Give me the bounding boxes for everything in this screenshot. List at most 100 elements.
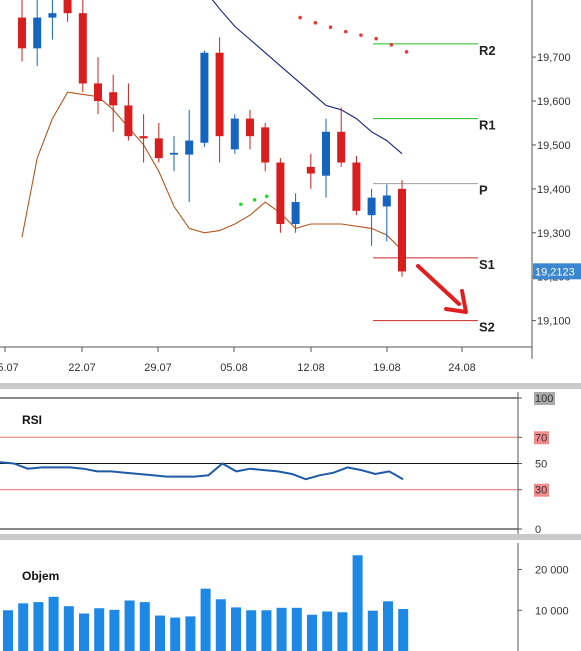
volume-bar [155, 615, 165, 651]
date-tick-label: 24.08 [448, 362, 476, 374]
volume-tick-label: 20 000 [535, 565, 569, 577]
candle [261, 122, 270, 172]
price-tick-label: 19,500 [537, 140, 571, 152]
volume-tick-label: 10 000 [535, 605, 569, 617]
candle [337, 107, 346, 167]
forecast-arrow-shaft [416, 264, 461, 306]
volume-bar [109, 609, 120, 651]
candle-body [154, 138, 163, 159]
candle [306, 153, 315, 189]
price-tick-label: 19,100 [537, 316, 571, 328]
forecast-arrow-head [444, 289, 468, 314]
rsi-title: RSI [22, 413, 42, 427]
candle-body [246, 118, 254, 137]
current-price-box [533, 263, 581, 280]
candle-body [367, 197, 376, 216]
panel-separator-1 [0, 383, 581, 389]
candle [276, 158, 285, 233]
candle-body [276, 162, 285, 225]
candle [200, 50, 209, 148]
sar-dot-red [328, 25, 333, 30]
candle-body [185, 140, 194, 155]
volume-bar [18, 603, 29, 651]
sar-dot-red [343, 29, 348, 34]
pivot-label-r2: R2 [479, 43, 496, 58]
candle [185, 109, 194, 203]
pivot-label-p: P [479, 183, 488, 198]
rsi-tick-label: 50 [535, 459, 547, 471]
candle-body [78, 13, 87, 84]
candle [215, 37, 224, 163]
volume-bar [94, 608, 105, 651]
candle-body [109, 92, 118, 106]
volume-bar [352, 555, 363, 651]
rsi-tick-label: 70 [535, 432, 547, 444]
rsi-tick-background [534, 483, 549, 497]
rsi-tick-label: 100 [535, 393, 553, 405]
sar-dot-red [389, 43, 394, 47]
volume-bar [367, 610, 378, 651]
current-price-label: 19,2123 [535, 266, 575, 278]
candle [154, 122, 163, 163]
rsi-tick-label: 30 [535, 485, 547, 497]
volume-bar [246, 610, 257, 651]
candle [291, 193, 300, 233]
candle [352, 155, 361, 216]
candle-body [398, 188, 406, 272]
rsi-tick-background [534, 431, 549, 445]
volume-bar [322, 611, 333, 651]
price-tick-label: 19,600 [537, 96, 571, 108]
candle-body [306, 166, 315, 174]
date-tick-label: 05.08 [220, 362, 248, 374]
volume-bar [200, 588, 211, 651]
date-tick-label: 15.07 [0, 362, 19, 374]
candle-body [63, 0, 72, 14]
date-tick-label: 22.07 [68, 362, 96, 374]
volume-bar [79, 613, 89, 651]
price-tick-label: 19,300 [537, 228, 571, 240]
sar-dot-green [264, 194, 269, 199]
candle [398, 180, 406, 277]
candle [33, 0, 42, 66]
rsi-tick-background [534, 392, 555, 405]
sar-dot-green [252, 198, 257, 202]
moving-average-brown [21, 91, 403, 251]
candle-body [94, 83, 102, 102]
candle-body [352, 162, 361, 211]
candle-body [170, 152, 178, 155]
sar-dot-red [298, 15, 302, 20]
sar-dot-red [374, 36, 378, 41]
candle-body [139, 136, 148, 139]
volume-bar [215, 599, 226, 651]
candle [139, 114, 148, 163]
candle-body [261, 127, 270, 163]
candle [170, 136, 178, 172]
moving-average-blue [211, 0, 403, 155]
volume-bar [48, 596, 59, 651]
volume-bar [33, 602, 44, 651]
volume-bar [185, 616, 196, 651]
candle-body [291, 202, 300, 225]
volume-bar [3, 610, 13, 651]
volume-bar [124, 600, 135, 651]
candle-body [124, 105, 133, 137]
volume-bar [337, 612, 348, 651]
volume-bar [398, 609, 409, 651]
volume-bar [307, 614, 317, 651]
candle [382, 184, 391, 242]
volume-bar [170, 617, 181, 651]
volume-bar [261, 610, 272, 651]
candle-body [200, 52, 209, 143]
candle [78, 0, 87, 93]
sar-dot-red [313, 21, 318, 25]
candle [367, 188, 376, 246]
candle [230, 114, 239, 154]
sar-dot-red [404, 50, 409, 54]
date-tick-label: 19.08 [373, 362, 401, 374]
panel-separator-2 [0, 534, 581, 540]
date-tick-label: 12.08 [297, 362, 325, 374]
sar-dot-red [359, 33, 363, 37]
price-tick-label: 19,700 [537, 52, 571, 64]
